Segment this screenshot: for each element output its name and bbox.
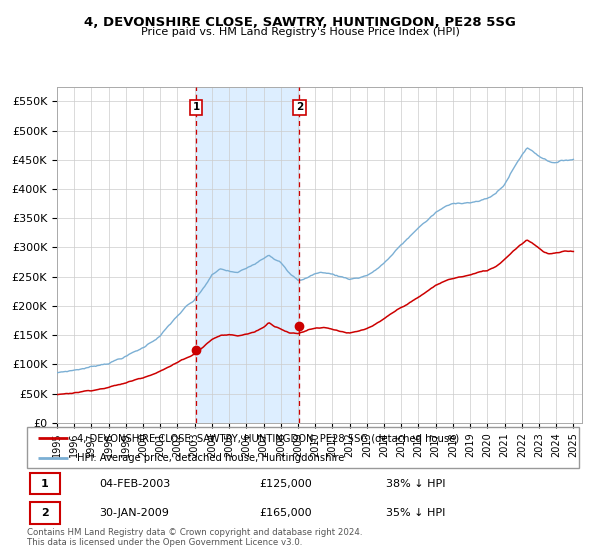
Text: 2: 2 <box>296 102 303 112</box>
Text: 4, DEVONSHIRE CLOSE, SAWTRY, HUNTINGDON, PE28 5SG: 4, DEVONSHIRE CLOSE, SAWTRY, HUNTINGDON,… <box>84 16 516 29</box>
Text: 1: 1 <box>193 102 200 112</box>
Text: £125,000: £125,000 <box>259 479 311 489</box>
Text: 1: 1 <box>41 479 49 489</box>
Bar <box>30 502 60 524</box>
Text: 38% ↓ HPI: 38% ↓ HPI <box>386 479 445 489</box>
Text: £165,000: £165,000 <box>259 508 311 518</box>
Text: 2: 2 <box>41 508 49 518</box>
Bar <box>30 473 60 494</box>
Text: 04-FEB-2003: 04-FEB-2003 <box>99 479 170 489</box>
Text: 35% ↓ HPI: 35% ↓ HPI <box>386 508 445 518</box>
Text: 4, DEVONSHIRE CLOSE, SAWTRY, HUNTINGDON, PE28 5SG (detached house): 4, DEVONSHIRE CLOSE, SAWTRY, HUNTINGDON,… <box>77 433 459 443</box>
Text: Contains HM Land Registry data © Crown copyright and database right 2024.
This d: Contains HM Land Registry data © Crown c… <box>27 528 362 547</box>
Text: Price paid vs. HM Land Registry's House Price Index (HPI): Price paid vs. HM Land Registry's House … <box>140 27 460 37</box>
Text: HPI: Average price, detached house, Huntingdonshire: HPI: Average price, detached house, Hunt… <box>77 452 344 463</box>
Text: 30-JAN-2009: 30-JAN-2009 <box>99 508 169 518</box>
Bar <box>196 87 299 423</box>
